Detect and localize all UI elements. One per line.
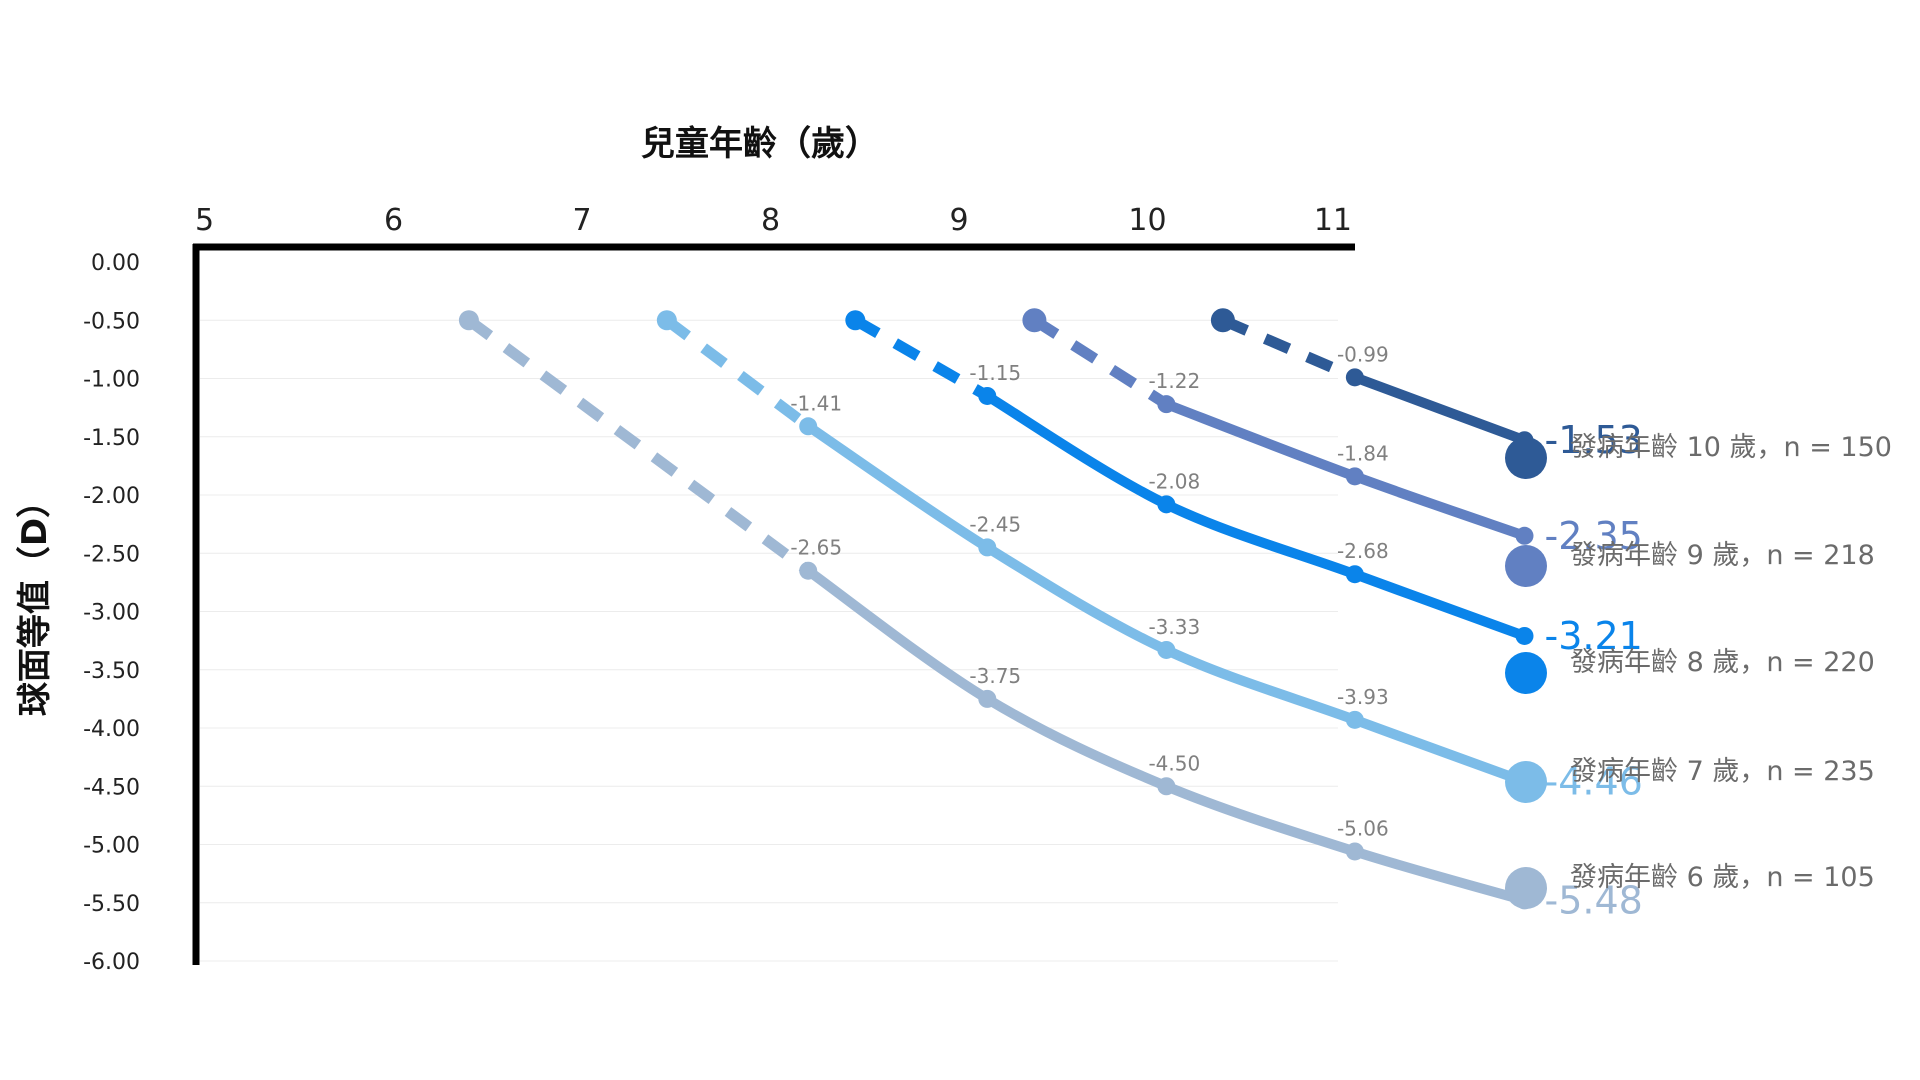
- data-point: [1157, 495, 1176, 514]
- data-label: -5.06: [1337, 816, 1389, 840]
- y-tick-labels: 0.00 -0.50 -1.00 -1.50 -2.00 -2.50 -3.00 -3.50 -…: [83, 251, 140, 975]
- end-value-label: -1.53: [1545, 418, 1643, 462]
- x-tick-label: 9: [949, 203, 968, 238]
- legend: 發病年齡 10 歲，n = 150 發病年齡 9 歲，n = 218 發病年齡 8 …: [1505, 432, 1892, 909]
- series-group: -2.65 -3.75 -4.50 -5.06 -5.48: [458, 310, 1643, 922]
- y-tick-label: -3.50: [83, 659, 140, 684]
- legend-marker: [1505, 545, 1547, 587]
- end-value-label: -3.21: [1545, 614, 1643, 658]
- onset-marker: [1210, 308, 1235, 333]
- legend-marker: [1505, 867, 1547, 909]
- data-label: -2.45: [969, 512, 1021, 536]
- y-tick-label: -3.00: [83, 601, 140, 626]
- series-group: -1.15 -2.08 -2.68 -3.21: [845, 310, 1643, 658]
- x-tick-label: 11: [1314, 203, 1352, 238]
- data-label: -1.41: [790, 391, 842, 415]
- series-group: -1.41 -2.45 -3.33 -3.93 -4.46: [656, 310, 1643, 804]
- data-label: -3.93: [1337, 685, 1389, 709]
- legend-item: 發病年齡 9 歲，n = 218: [1505, 540, 1875, 587]
- data-point: [1345, 842, 1364, 861]
- legend-label: 發病年齡 10 歲，n = 150: [1570, 432, 1892, 463]
- onset-marker: [1022, 308, 1047, 333]
- onset-marker: [845, 310, 866, 331]
- data-label: -2.65: [790, 536, 842, 560]
- axes: [192, 243, 1355, 965]
- end-value-label: -4.46: [1545, 760, 1643, 804]
- data-label: -3.75: [969, 664, 1021, 688]
- y-tick-label: 0.00: [91, 251, 140, 276]
- data-point: [1157, 640, 1176, 659]
- y-axis-title: 球面等值（D）: [15, 484, 55, 716]
- y-tick-label: -2.50: [83, 542, 140, 567]
- dashed-segment: [1031, 315, 1170, 409]
- y-tick-label: -6.00: [83, 950, 140, 975]
- end-value-label: -5.48: [1545, 878, 1643, 922]
- y-tick-label: -2.00: [83, 484, 140, 509]
- series-line: [982, 390, 1530, 641]
- data-point: [1345, 565, 1364, 584]
- data-point: [1345, 710, 1364, 729]
- data-point: [978, 538, 997, 557]
- data-point: [1157, 395, 1176, 414]
- legend-marker: [1505, 437, 1547, 479]
- data-label: -2.68: [1337, 539, 1389, 563]
- y-tick-label: -5.00: [83, 834, 140, 859]
- data-point: [799, 561, 818, 580]
- y-tick-label: -0.50: [83, 309, 140, 334]
- onset-marker: [656, 310, 677, 331]
- legend-item: 發病年齡 8 歲，n = 220: [1505, 647, 1875, 694]
- legend-label: 發病年齡 8 歲，n = 220: [1570, 647, 1875, 678]
- x-tick-label: 6: [384, 203, 403, 238]
- data-point: [1515, 626, 1534, 645]
- y-tick-label: -1.00: [83, 368, 140, 393]
- data-point: [978, 386, 997, 405]
- data-point: [1515, 526, 1534, 545]
- data-point: [1345, 467, 1364, 486]
- data-point: [978, 689, 997, 708]
- x-tick-label: 7: [572, 203, 591, 238]
- x-tick-label: 10: [1128, 203, 1166, 238]
- legend-label: 發病年齡 6 歲，n = 105: [1570, 862, 1875, 893]
- series-group: -1.22 -1.84 -2.35: [1022, 308, 1643, 558]
- series-line: [1349, 372, 1530, 446]
- x-tick-label: 8: [761, 203, 780, 238]
- dashed-segment: [1220, 315, 1358, 383]
- dashed-segment: [663, 315, 812, 431]
- y-tick-label: -5.50: [83, 892, 140, 917]
- data-label: -1.84: [1337, 441, 1389, 465]
- data-label: -4.50: [1148, 751, 1200, 775]
- x-axis-title: 兒童年齡（歲）: [641, 124, 879, 164]
- legend-label: 發病年齡 9 歲，n = 218: [1570, 540, 1875, 571]
- x-tick-label: 5: [195, 203, 214, 238]
- series-lines: -0.99 -1.53 -1.22 -1.84 -2.35 -1.15 -2.08 -2.68…: [458, 308, 1643, 922]
- y-tick-label: -1.50: [83, 426, 140, 451]
- y-tick-label: -4.50: [83, 775, 140, 800]
- dashed-segment: [852, 315, 991, 401]
- grid-lines: [200, 319, 1338, 962]
- y-tick-label: -4.00: [83, 717, 140, 742]
- onset-marker: [458, 310, 479, 331]
- legend-item: 發病年齡 7 歲，n = 235: [1505, 756, 1875, 803]
- legend-item: 發病年齡 10 歲，n = 150: [1505, 432, 1892, 479]
- end-value-label: -2.35: [1545, 514, 1643, 558]
- data-point: [1345, 368, 1364, 387]
- data-point: [799, 417, 818, 436]
- x-tick-labels: 5 6 7 8 9 10 11: [195, 203, 1352, 238]
- data-label: -2.08: [1148, 469, 1200, 493]
- legend-item: 發病年齡 6 歲，n = 105: [1505, 862, 1875, 909]
- data-label: -1.22: [1148, 369, 1200, 393]
- data-label: -0.99: [1337, 342, 1389, 366]
- data-label: -3.33: [1148, 615, 1200, 639]
- dashed-segment: [465, 315, 812, 576]
- data-label: -1.15: [969, 361, 1021, 385]
- series-group: -0.99 -1.53: [1210, 308, 1643, 462]
- data-point: [1157, 777, 1176, 796]
- legend-label: 發病年齡 7 歲，n = 235: [1570, 756, 1875, 787]
- legend-marker: [1505, 761, 1547, 803]
- legend-marker: [1505, 652, 1547, 694]
